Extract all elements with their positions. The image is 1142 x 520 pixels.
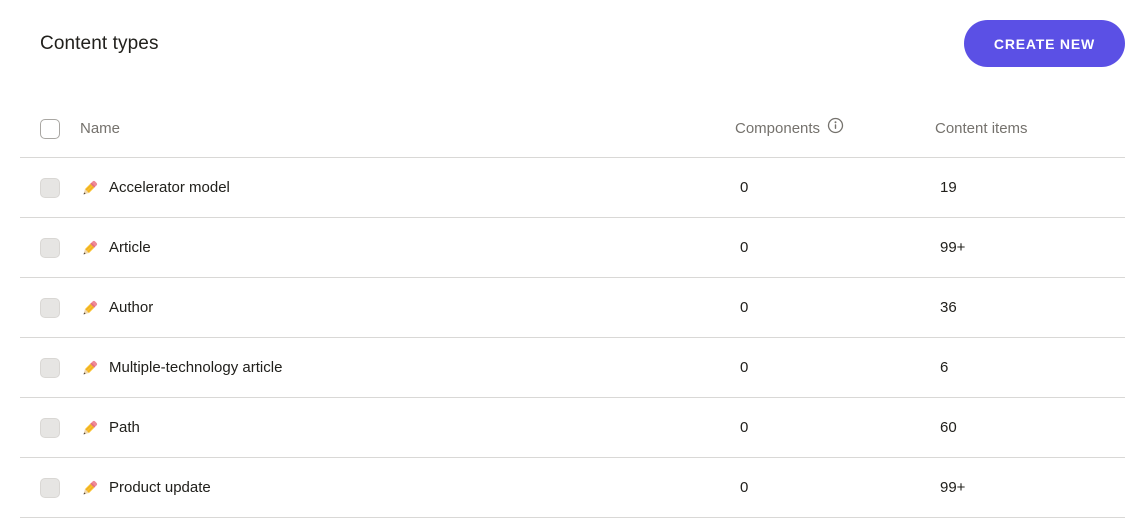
column-header-name-cell: Name — [80, 120, 735, 137]
content-types-page: Content types CREATE NEW Name Components… — [20, 0, 1125, 518]
table-row[interactable]: Article 0 99+ — [20, 218, 1125, 278]
select-all-checkbox[interactable] — [40, 118, 60, 139]
row-checkbox-cell — [20, 237, 80, 258]
table-row[interactable]: Author 0 36 — [20, 278, 1125, 338]
content-type-name[interactable]: Multiple-technology article — [109, 359, 283, 376]
row-checkbox-cell — [20, 417, 80, 438]
content-items-count: 19 — [940, 179, 957, 196]
table-header-row: Name Components Content items — [20, 100, 1125, 158]
content-type-name[interactable]: Author — [109, 299, 154, 316]
row-checkbox[interactable] — [40, 357, 60, 378]
row-checkbox[interactable] — [40, 177, 60, 198]
content-types-table: Name Components Content items — [20, 100, 1125, 518]
content-items-count: 36 — [940, 299, 957, 316]
table-row[interactable]: Path 0 60 — [20, 398, 1125, 458]
column-header-components: Components — [735, 120, 821, 137]
column-header-content-items-cell: Content items — [935, 120, 1125, 138]
content-items-count: 6 — [940, 359, 949, 376]
row-checkbox[interactable] — [40, 477, 60, 498]
components-count: 0 — [740, 359, 749, 376]
content-items-count: 99+ — [940, 479, 966, 496]
table-row[interactable]: Accelerator model 0 19 — [20, 158, 1125, 218]
components-count: 0 — [740, 299, 749, 316]
pencil-icon — [80, 178, 100, 198]
column-header-components-cell: Components — [735, 117, 935, 137]
pencil-icon — [80, 478, 100, 498]
row-checkbox[interactable] — [40, 297, 60, 318]
row-checkbox-cell — [20, 177, 80, 198]
content-type-name[interactable]: Product update — [109, 479, 211, 496]
row-checkbox[interactable] — [40, 237, 60, 258]
row-checkbox[interactable] — [40, 417, 60, 438]
table-body: Accelerator model 0 19 — [20, 158, 1125, 518]
content-items-count: 99+ — [940, 239, 966, 256]
row-checkbox-cell — [20, 477, 80, 498]
pencil-icon — [80, 298, 100, 318]
topbar: Content types CREATE NEW — [20, 0, 1125, 67]
components-count: 0 — [740, 479, 749, 496]
row-name-cell: Path — [80, 418, 735, 438]
page-title: Content types — [40, 32, 159, 54]
row-name-cell: Product update — [80, 478, 735, 498]
row-name-cell: Multiple-technology article — [80, 358, 735, 378]
create-new-button[interactable]: CREATE NEW — [963, 20, 1125, 67]
pencil-icon — [80, 418, 100, 438]
content-type-name[interactable]: Article — [109, 239, 151, 256]
pencil-icon — [80, 358, 100, 378]
row-name-cell: Accelerator model — [80, 178, 735, 198]
pencil-icon — [80, 238, 100, 258]
components-count: 0 — [740, 239, 749, 256]
row-name-cell: Author — [80, 298, 735, 318]
row-checkbox-cell — [20, 357, 80, 378]
content-items-count: 60 — [940, 419, 957, 436]
row-name-cell: Article — [80, 238, 735, 258]
content-type-name[interactable]: Accelerator model — [109, 179, 230, 196]
column-header-content-items: Content items — [935, 119, 1028, 137]
table-row[interactable]: Product update 0 99+ — [20, 458, 1125, 518]
info-icon[interactable] — [827, 117, 844, 134]
row-checkbox-cell — [20, 297, 80, 318]
content-type-name[interactable]: Path — [109, 419, 140, 436]
components-count: 0 — [740, 419, 749, 436]
column-header-name: Name — [80, 120, 121, 137]
select-all-cell — [20, 118, 80, 139]
components-count: 0 — [740, 179, 749, 196]
table-row[interactable]: Multiple-technology article 0 6 — [20, 338, 1125, 398]
